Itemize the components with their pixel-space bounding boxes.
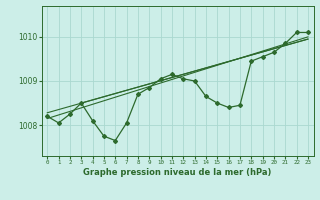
X-axis label: Graphe pression niveau de la mer (hPa): Graphe pression niveau de la mer (hPa) [84, 168, 272, 177]
